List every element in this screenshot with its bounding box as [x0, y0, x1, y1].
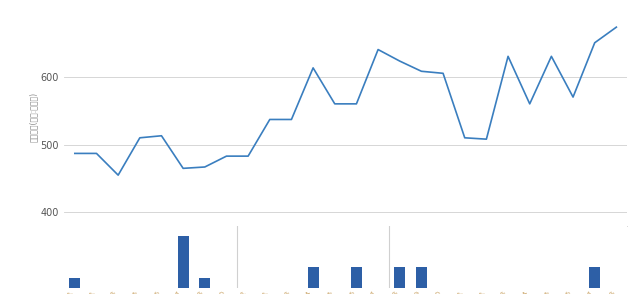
Bar [200, 278, 210, 288]
Bar [416, 268, 427, 288]
Bar [351, 268, 362, 288]
Y-axis label: 거래금액(단위:백만원): 거래금액(단위:백만원) [29, 92, 38, 143]
Bar [69, 278, 80, 288]
Bar [178, 236, 189, 288]
Bar [308, 268, 319, 288]
Bar [394, 268, 405, 288]
Bar [589, 268, 600, 288]
